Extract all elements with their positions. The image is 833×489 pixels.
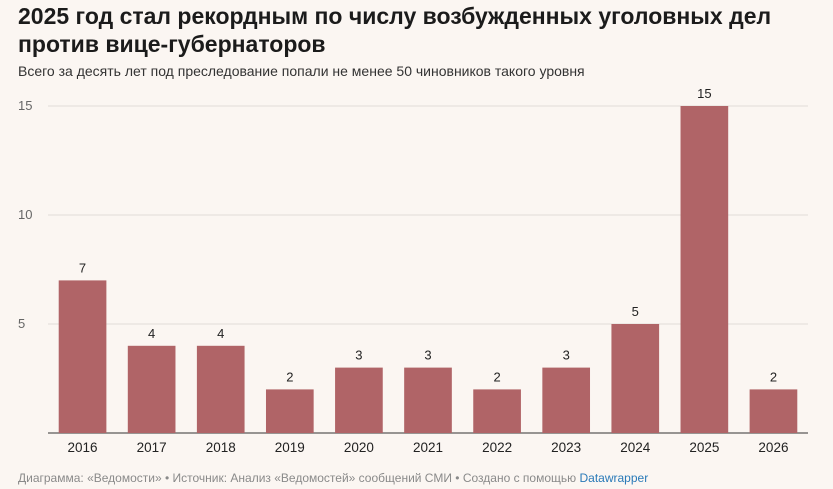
data-label-2018: 4 (217, 326, 224, 341)
y-tick-label-10: 10 (18, 207, 32, 222)
data-label-2025: 15 (697, 86, 711, 101)
x-tick-label-2023: 2023 (551, 440, 581, 455)
bar-2022 (473, 389, 521, 433)
bar-2016 (58, 280, 107, 433)
y-tick-label-5: 5 (18, 316, 25, 331)
data-label-2021: 3 (424, 348, 431, 363)
data-label-2017: 4 (148, 326, 155, 341)
bar-2020 (335, 367, 383, 433)
bar-2026 (749, 389, 798, 433)
x-tick-label-2021: 2021 (413, 440, 443, 455)
bar-chart: 7 4 4 2 3 3 2 3 5 15 2 2016 2017 2018 2019 2020 2021 202… (18, 86, 808, 455)
chart-title: 2025 год стал рекордным по числу возбужд… (18, 3, 772, 57)
bars (58, 106, 798, 433)
data-label-2016: 7 (79, 260, 86, 275)
x-tick-label-2019: 2019 (275, 440, 305, 455)
data-label-2020: 3 (355, 348, 362, 363)
bar-2017 (127, 345, 176, 433)
data-label-2022: 2 (493, 369, 500, 384)
x-tick-label-2022: 2022 (482, 440, 512, 455)
x-tick-label-2018: 2018 (206, 440, 236, 455)
x-axis-ticks: 2016 2017 2018 2019 2020 2021 2022 2023 2024 2025… (68, 440, 789, 455)
bar-2018 (196, 345, 245, 433)
x-tick-label-2020: 2020 (344, 440, 374, 455)
chart-subtitle: Всего за десять лет под преследование по… (18, 63, 585, 79)
data-label-2023: 3 (563, 348, 570, 363)
x-tick-label-2024: 2024 (620, 440, 651, 455)
bar-2024 (611, 324, 660, 433)
data-label-2024: 5 (632, 304, 639, 319)
footer-text: Диаграмма: «Ведомости» • Источник: Анали… (18, 471, 580, 485)
y-tick-label-15: 15 (18, 98, 32, 113)
y-axis-ticks: 5 10 15 (18, 98, 32, 331)
bar-2023 (542, 367, 591, 433)
bar-2025 (680, 106, 729, 433)
x-tick-label-2016: 2016 (68, 440, 98, 455)
data-label-2019: 2 (286, 369, 293, 384)
x-tick-label-2025: 2025 (689, 440, 719, 455)
data-labels: 7 4 4 2 3 3 2 3 5 15 2 (79, 86, 777, 384)
data-label-2026: 2 (770, 369, 777, 384)
footer-brand-link[interactable]: Datawrapper (579, 471, 649, 485)
x-tick-label-2017: 2017 (137, 440, 167, 455)
chart-footer: Диаграмма: «Ведомости» • Источник: Анали… (18, 470, 828, 486)
x-tick-label-2026: 2026 (758, 440, 788, 455)
bar-2021 (404, 367, 452, 433)
bar-2019 (265, 389, 314, 433)
